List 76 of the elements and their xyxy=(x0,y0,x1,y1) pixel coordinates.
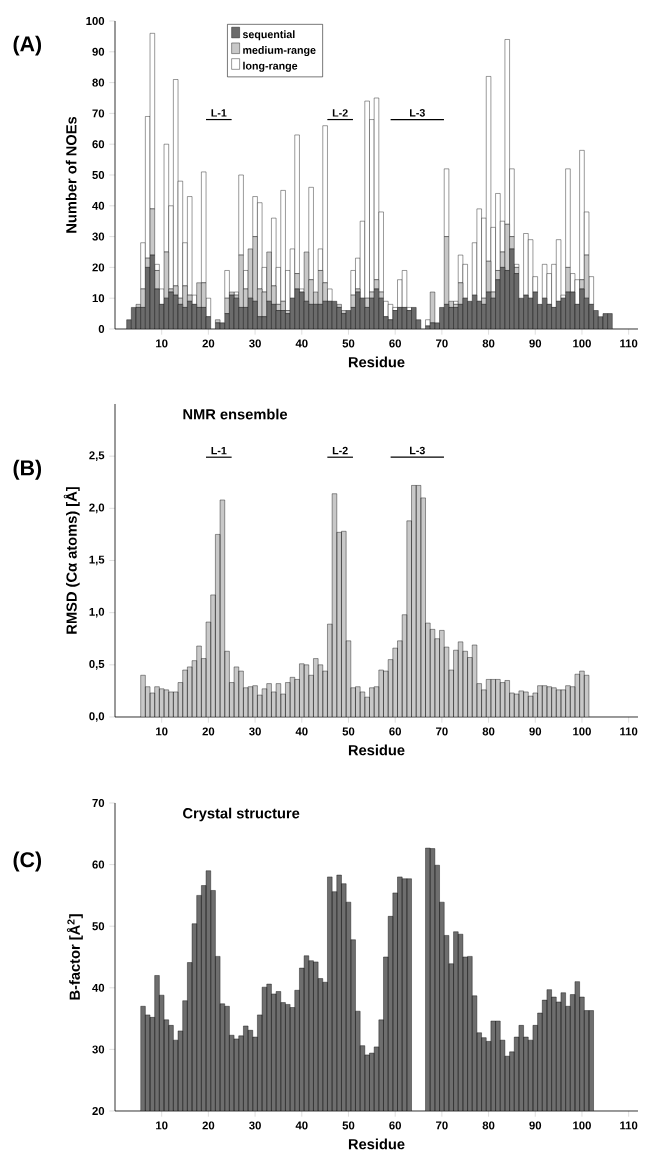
x-tick-label: 80 xyxy=(482,1121,495,1130)
y-tick-label: 1,5 xyxy=(89,555,105,566)
y-tick-label: 20 xyxy=(92,263,105,272)
x-tick-label: 40 xyxy=(295,339,308,348)
chart-title: NMR ensemble xyxy=(183,408,288,420)
y-axis-title: RMSD (Cα atoms) [Å] xyxy=(63,487,80,634)
y-tick-label: 60 xyxy=(92,860,105,869)
x-tick-label: 100 xyxy=(573,1121,591,1130)
y-tick-label: 20 xyxy=(92,1106,105,1115)
x-tick-label: 50 xyxy=(342,1121,355,1130)
x-tick-label: 90 xyxy=(529,727,542,736)
x-tick-label: 90 xyxy=(529,1121,542,1130)
y-tick-label: 0,0 xyxy=(89,712,105,722)
x-tick-label: 60 xyxy=(389,1121,402,1130)
y-tick-label: 90 xyxy=(92,47,105,56)
text: (B) xyxy=(13,459,42,480)
x-tick-label: 100 xyxy=(573,727,591,736)
y-tick-label: 50 xyxy=(92,922,105,931)
y-tick-label: 10 xyxy=(92,294,105,303)
x-tick-label: 20 xyxy=(202,1121,215,1130)
x-tick-label: 40 xyxy=(295,727,308,736)
x-tick-label: 60 xyxy=(389,339,402,348)
annotation: L-3 xyxy=(410,109,425,117)
legend-label: long-range xyxy=(243,61,298,72)
text: (A) xyxy=(13,35,42,56)
x-tick-label: 110 xyxy=(620,727,638,736)
y-tick-label: 40 xyxy=(92,201,105,210)
x-tick-label: 30 xyxy=(249,1121,261,1130)
annotation: L-1 xyxy=(211,109,227,117)
y-tick-label: 1,0 xyxy=(89,607,105,618)
x-axis-title: Residue xyxy=(348,356,405,368)
x-tick-label: 110 xyxy=(620,339,638,348)
y-tick-label: 70 xyxy=(92,109,105,118)
y-tick-label: 40 xyxy=(92,983,105,992)
x-tick-label: 30 xyxy=(249,339,261,348)
x-tick-label: 60 xyxy=(389,727,402,736)
x-tick-label: 20 xyxy=(202,727,215,736)
x-axis-title: Residue xyxy=(348,1138,405,1150)
x-tick-label: 100 xyxy=(573,339,591,348)
legend-label: sequential xyxy=(242,30,295,41)
y-tick-label: 70 xyxy=(92,798,105,807)
y-axis-title: Number of NOEs xyxy=(65,116,77,233)
x-tick-label: 30 xyxy=(249,727,261,736)
x-tick-label: 20 xyxy=(202,339,215,348)
y-tick-label: 30 xyxy=(92,1045,105,1054)
y-tick-label: 60 xyxy=(92,140,105,149)
annotation: L-2 xyxy=(332,446,348,455)
x-tick-label: 10 xyxy=(156,1121,168,1130)
x-tick-label: 90 xyxy=(529,339,542,348)
x-tick-label: 50 xyxy=(342,339,355,348)
x-tick-label: 110 xyxy=(620,1121,638,1130)
x-tick-label: 40 xyxy=(295,1121,308,1130)
x-tick-label: 70 xyxy=(436,727,448,736)
y-axis-title: B-factor [Å$^{2}$] xyxy=(66,914,83,1000)
x-tick-label: 70 xyxy=(436,339,448,348)
x-tick-label: 80 xyxy=(482,339,495,348)
y-tick-label: 0 xyxy=(98,324,105,333)
x-tick-label: 10 xyxy=(156,339,168,348)
x-tick-label: 10 xyxy=(156,727,168,736)
text: (C) xyxy=(13,851,42,872)
y-tick-label: 0,5 xyxy=(89,660,105,670)
chart-title: Crystal structure xyxy=(183,807,300,822)
legend-label: medium-range xyxy=(243,46,316,57)
y-tick-label: 80 xyxy=(92,78,105,87)
y-tick-label: 2,0 xyxy=(89,503,105,514)
x-tick-label: 80 xyxy=(482,727,495,736)
annotation: L-3 xyxy=(410,446,425,455)
annotation: L-1 xyxy=(211,446,227,455)
x-tick-label: 70 xyxy=(436,1121,448,1130)
x-axis-title: Residue xyxy=(348,744,405,756)
x-tick-label: 50 xyxy=(342,727,355,736)
annotation: L-2 xyxy=(332,109,348,117)
y-tick-label: 100 xyxy=(86,16,105,25)
y-tick-label: 30 xyxy=(92,232,105,241)
y-tick-label: 50 xyxy=(92,170,105,179)
y-tick-label: 2,5 xyxy=(89,451,105,461)
